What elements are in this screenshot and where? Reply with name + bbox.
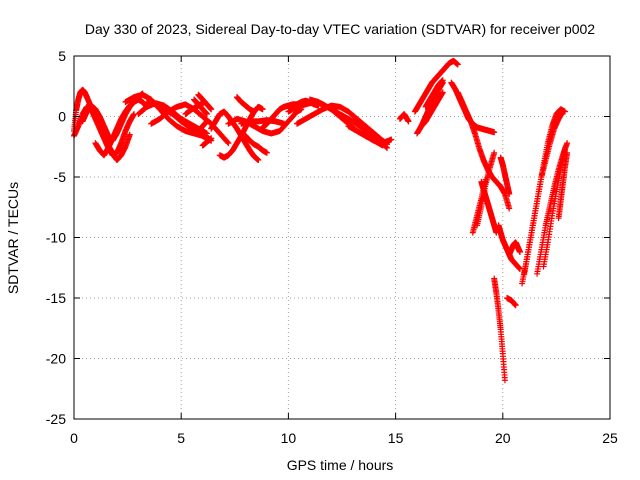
y-axis-label: SDTVAR / TECUs (5, 182, 21, 294)
data-point (405, 118, 412, 125)
data-point (564, 149, 571, 156)
y-tick-label: -25 (46, 411, 66, 427)
data-point (516, 265, 523, 272)
data-point (439, 89, 446, 96)
x-tick-label: 10 (281, 430, 297, 446)
series-track-24 (345, 123, 386, 149)
y-tick-label: -5 (54, 169, 67, 185)
series-track-41 (521, 108, 566, 277)
x-tick-label: 5 (177, 430, 185, 446)
series-track-35 (478, 178, 500, 236)
data-point (516, 249, 523, 256)
y-tick-label: -15 (46, 290, 66, 306)
x-tick-label: 15 (388, 430, 404, 446)
data-point (208, 106, 215, 113)
series-track-11 (199, 135, 215, 149)
chart-title: Day 330 of 2023, Sidereal Day-to-day VTE… (85, 21, 595, 37)
series-track-20 (233, 94, 258, 115)
series-track-25 (396, 111, 412, 125)
data-points (71, 57, 571, 384)
series-track-39 (504, 295, 519, 309)
data-point (388, 136, 395, 143)
data-point (259, 106, 266, 113)
data-point (512, 302, 519, 309)
data-point (263, 149, 270, 156)
x-axis-label: GPS time / hours (287, 457, 394, 473)
data-point (251, 108, 258, 115)
x-tick-label: 0 (70, 430, 78, 446)
data-point (493, 229, 500, 236)
series-track-13 (195, 91, 215, 113)
series-track-36 (497, 154, 513, 197)
data-point (506, 205, 513, 212)
data-point (203, 111, 210, 118)
x-tick-label: 25 (602, 430, 618, 446)
series-track-42 (534, 140, 571, 277)
y-tick-label: -20 (46, 351, 66, 367)
data-point (281, 120, 288, 127)
y-tick-label: -10 (46, 230, 66, 246)
series-track-19 (242, 132, 270, 156)
data-point (384, 144, 391, 151)
series-track-16 (225, 106, 305, 137)
data-point (454, 61, 461, 68)
data-point (126, 131, 133, 138)
series-track-04 (92, 96, 150, 159)
data-point (383, 144, 390, 151)
series-track-37 (506, 239, 523, 258)
data-point (208, 135, 215, 142)
data-point (255, 157, 262, 164)
series-track-28 (418, 89, 446, 130)
data-point (501, 377, 508, 384)
data-point (561, 144, 568, 151)
x-tick-label: 20 (495, 430, 511, 446)
data-point (225, 140, 232, 147)
data-point (559, 108, 566, 115)
data-point (506, 190, 513, 197)
data-point (491, 149, 498, 156)
series-track-44 (555, 149, 571, 222)
data-point (203, 118, 210, 125)
data-point (224, 139, 231, 146)
series-track-43 (540, 144, 568, 270)
series-track-31 (454, 89, 513, 212)
series-track-38 (491, 275, 508, 384)
series-track-29 (422, 77, 446, 110)
data-point (491, 129, 498, 136)
data-point (564, 140, 571, 147)
data-point (379, 142, 386, 149)
axis-ticks: 0 5 10 15 20 25 -25 -20 -15 -10 -5 0 5 (46, 48, 618, 446)
series-track-12 (195, 118, 210, 135)
series-track-10 (182, 98, 208, 118)
y-tick-label: 0 (58, 109, 66, 125)
series-track-26 (411, 57, 461, 115)
data-point (439, 77, 446, 84)
y-tick-label: 5 (58, 48, 66, 64)
